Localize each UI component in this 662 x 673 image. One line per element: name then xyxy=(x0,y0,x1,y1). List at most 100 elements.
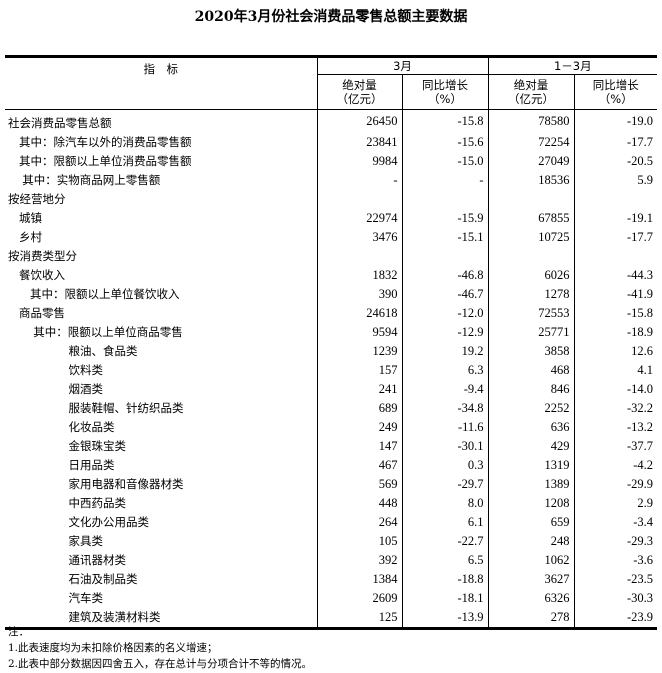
q1-abs-cell: 27049 xyxy=(487,152,575,171)
table-row: 金银珠宝类 147 -30.1 429 -37.7 xyxy=(5,437,658,456)
table-row: 建筑及装潢材料类 125 -13.9 278 -23.9 xyxy=(5,608,658,629)
march-yoy-cell: -29.7 xyxy=(401,475,489,494)
table-row: 烟酒类 241 -9.4 846 -14.0 xyxy=(5,380,658,399)
table-row: 日用品类 467 0.3 1319 -4.2 xyxy=(5,456,658,475)
row-label: 其中：限额以上单位餐饮收入 xyxy=(30,287,180,301)
table-row: 其中：实物商品网上零售额 - -18536 5.9 xyxy=(5,171,658,190)
q1-yoy-cell: -18.9 xyxy=(573,323,658,342)
table-row: 化妆品类 249 -11.6 636 -13.2 xyxy=(5,418,658,437)
march-yoy-cell: - xyxy=(401,171,489,190)
q1-yoy-cell: -23.5 xyxy=(573,570,658,589)
row-label: 饮料类 xyxy=(68,363,104,377)
row-label: 乡村 xyxy=(19,230,42,244)
row-label: 其中：除汽车以外的消费品零售额 xyxy=(19,135,192,149)
march-yoy-cell: -15.6 xyxy=(401,133,489,152)
q1-yoy-cell: -20.5 xyxy=(573,152,658,171)
q1-abs-cell: 1208 xyxy=(487,494,575,513)
table-row: 文化办公用品类 264 6.1 659 -3.4 xyxy=(5,513,658,532)
march-yoy-cell: -9.4 xyxy=(401,380,489,399)
march-abs-cell: 448 xyxy=(316,494,402,513)
march-abs-cell: 147 xyxy=(316,437,402,456)
march-yoy-cell: 0.3 xyxy=(401,456,489,475)
q1-yoy-cell: -17.7 xyxy=(573,228,658,247)
abs-header: 绝对量 （亿元） xyxy=(316,74,402,110)
march-yoy-cell: -13.9 xyxy=(401,608,489,629)
q1-yoy-cell: -13.2 xyxy=(573,418,658,437)
march-yoy-cell: 8.0 xyxy=(401,494,489,513)
march-abs-cell: 390 xyxy=(316,285,402,304)
table-row: 商品零售 24618 -12.0 72553 -15.8 xyxy=(5,304,658,323)
march-abs-cell: 125 xyxy=(316,608,402,629)
table-row: 服装鞋帽、针纺织品类 689 -34.8 2252 -32.2 xyxy=(5,399,658,418)
march-yoy-cell: 6.3 xyxy=(401,361,489,380)
row-label: 家用电器和音像器材类 xyxy=(68,477,184,491)
q1-yoy-cell xyxy=(573,190,658,209)
q1-abs-cell: 6026 xyxy=(487,266,575,285)
q1-abs-cell: 6326 xyxy=(487,589,575,608)
row-label: 商品零售 xyxy=(19,306,65,320)
q1-yoy-cell: -15.8 xyxy=(573,304,658,323)
q1-abs-cell xyxy=(487,247,575,266)
march-yoy-cell: -34.8 xyxy=(401,399,489,418)
march-abs-cell: 23841 xyxy=(316,133,402,152)
march-abs-cell: 105 xyxy=(316,532,402,551)
march-yoy-cell: -15.1 xyxy=(401,228,489,247)
q1-yoy-cell: -23.9 xyxy=(573,608,658,629)
march-abs-cell: 157 xyxy=(316,361,402,380)
row-label: 文化办公用品类 xyxy=(68,515,150,529)
yoy-header: 同比增长 （%） xyxy=(573,74,658,110)
table-row: 家具类 105 -22.7 248 -29.3 xyxy=(5,532,658,551)
indicator-header: 指 标 xyxy=(5,56,317,110)
table-row: 社会消费品零售总额 26450 -15.8 78580 -19.0 xyxy=(5,109,658,133)
march-abs-cell: 249 xyxy=(316,418,402,437)
row-label: 社会消费品零售总额 xyxy=(8,116,112,130)
q1-abs-cell: 1389 xyxy=(487,475,575,494)
q1-yoy-cell: 4.1 xyxy=(573,361,658,380)
march-abs-cell: 1832 xyxy=(316,266,402,285)
march-abs-cell: 241 xyxy=(316,380,402,399)
march-yoy-cell: 6.1 xyxy=(401,513,489,532)
march-yoy-cell: 19.2 xyxy=(401,342,489,361)
q1-yoy-cell xyxy=(573,247,658,266)
q1-yoy-cell: -37.7 xyxy=(573,437,658,456)
march-abs-cell: 392 xyxy=(316,551,402,570)
row-label: 粮油、食品类 xyxy=(68,344,138,358)
march-abs-cell: 467 xyxy=(316,456,402,475)
march-abs-cell: 1384 xyxy=(316,570,402,589)
march-yoy-cell: 6.5 xyxy=(401,551,489,570)
q1-abs-cell: 846 xyxy=(487,380,575,399)
period-q1-header: 1－3月 xyxy=(487,56,658,75)
table-row: 饮料类 157 6.3 468 4.1 xyxy=(5,361,658,380)
march-yoy-cell: -12.9 xyxy=(401,323,489,342)
q1-abs-cell: 10725 xyxy=(487,228,575,247)
row-label: 日用品类 xyxy=(68,458,115,472)
q1-abs-cell: 18536 xyxy=(487,171,575,190)
q1-abs-cell: 72254 xyxy=(487,133,575,152)
march-yoy-cell: -12.0 xyxy=(401,304,489,323)
march-abs-cell xyxy=(316,190,402,209)
march-abs-cell: 569 xyxy=(316,475,402,494)
q1-abs-cell: 278 xyxy=(487,608,575,629)
q1-yoy-cell: 2.9 xyxy=(573,494,658,513)
q1-abs-cell: 1062 xyxy=(487,551,575,570)
note-1: 1.此表速度均为未扣除价格因素的名义增速； xyxy=(8,642,218,654)
march-abs-cell xyxy=(316,247,402,266)
march-yoy-cell: -11.6 xyxy=(401,418,489,437)
row-label: 汽车类 xyxy=(68,591,104,605)
q1-yoy-cell: -29.9 xyxy=(573,475,658,494)
q1-abs-cell: 67855 xyxy=(487,209,575,228)
march-yoy-cell xyxy=(401,247,489,266)
table-row: 其中：限额以上单位消费品零售额 9984 -15.0 27049 -20.5 xyxy=(5,152,658,171)
march-yoy-cell: -15.9 xyxy=(401,209,489,228)
march-abs-cell: - xyxy=(316,171,402,190)
q1-yoy-cell: -14.0 xyxy=(573,380,658,399)
march-yoy-cell: -46.7 xyxy=(401,285,489,304)
q1-yoy-cell: -41.9 xyxy=(573,285,658,304)
table-row: 石油及制品类 1384 -18.8 3627 -23.5 xyxy=(5,570,658,589)
row-label: 通讯器材类 xyxy=(68,553,127,567)
row-label: 中西药品类 xyxy=(68,496,127,510)
q1-abs-cell: 78580 xyxy=(487,109,575,133)
notes-label: 注： xyxy=(8,626,29,638)
q1-yoy-cell: -19.1 xyxy=(573,209,658,228)
row-label: 金银珠宝类 xyxy=(68,439,127,453)
